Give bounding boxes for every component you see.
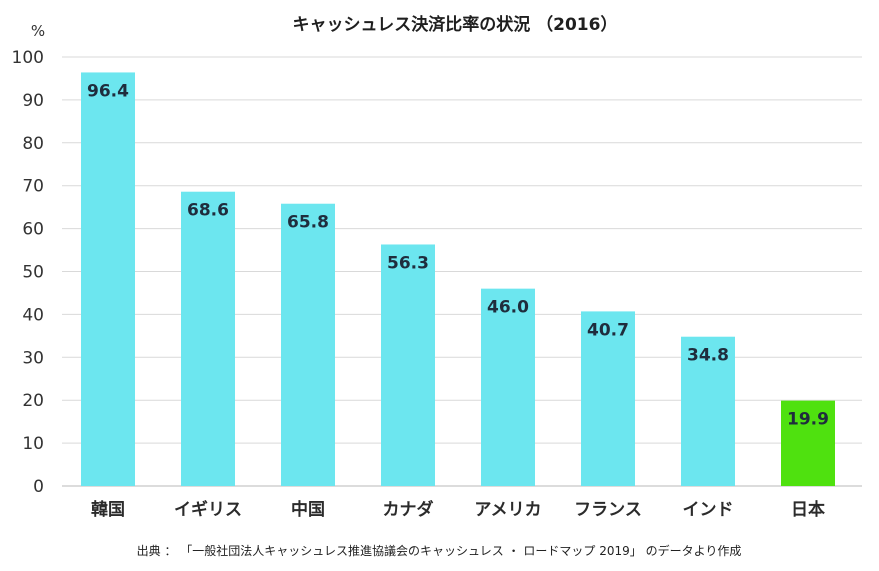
- y-tick-label: 100: [12, 48, 44, 68]
- chart-title: キャッシュレス決済比率の状況 （2016）: [293, 14, 618, 35]
- bar: [181, 191, 235, 486]
- bar-value-label: 96.4: [87, 81, 129, 101]
- value-labels: 96.4 68.6 65.8 56.3 46.0 40.7 34.8 19.9: [87, 81, 829, 429]
- y-tick-label: 20: [22, 391, 44, 411]
- y-tick-label: 80: [22, 134, 44, 154]
- y-tick-label: 50: [22, 263, 44, 283]
- bar-value-label: 46.0: [487, 298, 529, 318]
- bars: [81, 72, 835, 486]
- bar: [581, 311, 635, 486]
- bar-value-label: 56.3: [387, 253, 429, 273]
- y-axis-ticks: 0 10 20 30 40 50 60 70 80 90 100: [12, 48, 44, 497]
- y-tick-label: 0: [33, 477, 44, 497]
- y-tick-label: 40: [22, 305, 44, 325]
- bar-value-label: 65.8: [287, 213, 329, 233]
- y-tick-label: 60: [22, 220, 44, 240]
- bar: [381, 244, 435, 486]
- x-category-label: イギリス: [174, 500, 242, 520]
- bar-value-label: 19.9: [787, 410, 829, 430]
- x-category-label: 韓国: [91, 499, 125, 520]
- bar: [81, 72, 135, 486]
- y-tick-label: 30: [22, 348, 44, 368]
- x-axis-labels: 韓国 イギリス 中国 カナダ アメリカ フランス インド 日本: [91, 499, 825, 520]
- x-category-label: アメリカ: [474, 500, 541, 520]
- x-category-label: 中国: [291, 499, 325, 520]
- y-axis-unit: %: [31, 22, 45, 40]
- bar-value-label: 34.8: [687, 346, 729, 366]
- x-category-label: インド: [683, 500, 734, 520]
- y-tick-label: 90: [22, 91, 44, 111]
- bar: [681, 336, 735, 486]
- x-category-label: カナダ: [383, 499, 434, 520]
- y-tick-label: 70: [22, 177, 44, 197]
- bar: [481, 288, 535, 486]
- bar: [781, 400, 835, 486]
- bar: [281, 203, 335, 486]
- bar-value-label: 68.6: [187, 201, 229, 221]
- source-note: 出典 ： 「一般社団法人キャッシュレス推進協議会のキャッシュレス ・ ロードマッ…: [137, 543, 742, 558]
- x-category-label: 日本: [791, 499, 825, 520]
- bar-value-label: 40.7: [587, 320, 629, 340]
- y-tick-label: 10: [22, 434, 44, 454]
- x-category-label: フランス: [574, 500, 642, 520]
